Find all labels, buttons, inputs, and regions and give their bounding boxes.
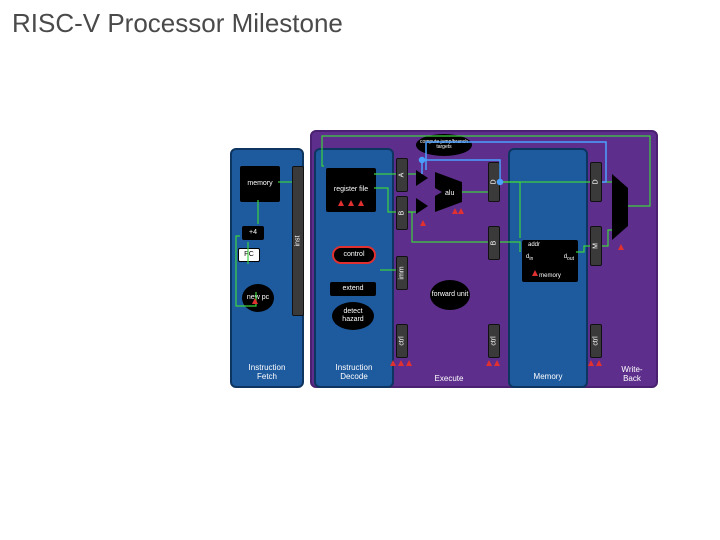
- memory-stage: addr din dout memory Memory: [508, 148, 588, 388]
- reg-m4: M: [590, 226, 602, 266]
- plus4-block: +4: [242, 226, 264, 240]
- reg-a: A: [396, 158, 408, 192]
- pc-block: PC: [238, 248, 260, 262]
- reg-imm: imm: [396, 256, 408, 290]
- reg-ctrl3-label: ctrl: [491, 336, 498, 345]
- red-arrow: [458, 208, 464, 214]
- pipeline-diagram: memory +4 PC new pc Instruction Fetch in…: [230, 130, 660, 410]
- red-arrow: [338, 200, 344, 206]
- red-arrow: [398, 360, 404, 366]
- reg-ctrl2-label: ctrl: [399, 336, 406, 345]
- decode-stage: register file control extend detect haza…: [314, 148, 394, 388]
- reg-b3: B: [488, 226, 500, 260]
- red-arrow: [588, 360, 594, 366]
- reg-imm-label: imm: [399, 266, 406, 279]
- reg-m4-label: M: [593, 243, 600, 249]
- red-arrow: [486, 360, 492, 366]
- execute-label: Execute: [414, 375, 484, 384]
- reg-b: B: [396, 196, 408, 230]
- fetch-label: Instruction Fetch: [232, 364, 302, 382]
- red-arrow: [532, 270, 538, 276]
- decode-label: Instruction Decode: [316, 364, 392, 382]
- reg-ctrl3: ctrl: [488, 324, 500, 358]
- dmem-dout-sub: out: [567, 256, 574, 262]
- memory-label: Memory: [510, 373, 586, 382]
- red-arrow: [420, 220, 426, 226]
- red-arrow: [618, 244, 624, 250]
- red-arrow: [348, 200, 354, 206]
- wb-label: Write- Back: [608, 366, 656, 384]
- reg-ctrl4: ctrl: [590, 324, 602, 358]
- red-arrow: [596, 360, 602, 366]
- reg-d4: D: [590, 162, 602, 202]
- if-id-reg: inst: [292, 166, 304, 316]
- dmem-din-sub: in: [529, 256, 533, 262]
- dmem-label: memory: [522, 273, 578, 280]
- reg-b-label: B: [399, 211, 406, 216]
- reg-a-label: A: [399, 173, 406, 178]
- reg-d3-label: D: [491, 179, 498, 184]
- red-arrow: [390, 360, 396, 366]
- page-title: RISC-V Processor Milestone: [12, 8, 343, 39]
- extend-block: extend: [330, 282, 376, 296]
- branch-block: compute jump/branch targets: [416, 134, 472, 156]
- reg-d4-label: D: [593, 179, 600, 184]
- red-arrow: [406, 360, 412, 366]
- reg-ctrl2: ctrl: [396, 324, 408, 358]
- reg-d3: D: [488, 162, 500, 202]
- newpc-block: new pc: [242, 284, 274, 312]
- inst-reg-label: inst: [295, 236, 302, 247]
- control-block: control: [332, 246, 376, 264]
- reg-b3-label: B: [491, 241, 498, 246]
- red-arrow: [252, 298, 258, 304]
- hazard-block: detect hazard: [332, 302, 374, 330]
- red-arrow: [358, 200, 364, 206]
- reg-ctrl4-label: ctrl: [593, 336, 600, 345]
- dmem-addr-label: addr: [528, 242, 540, 249]
- red-arrow: [494, 360, 500, 366]
- imem-block: memory: [240, 166, 280, 202]
- forward-block: forward unit: [430, 280, 470, 310]
- dmem-block: addr din dout memory: [522, 240, 578, 282]
